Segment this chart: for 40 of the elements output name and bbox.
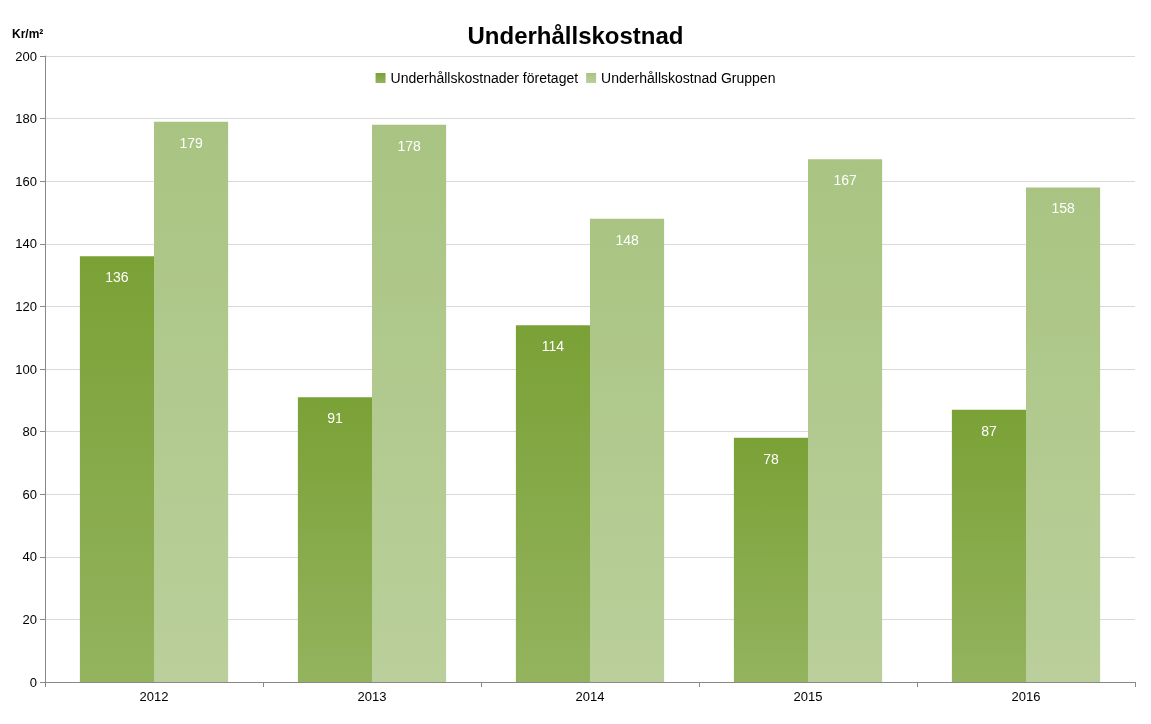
data-label: 91: [327, 410, 343, 427]
bar: [79, 256, 154, 682]
bar: [590, 218, 665, 682]
y-tick-label: 40: [22, 549, 37, 565]
legend-label: Underhållskostnad Gruppen: [601, 70, 776, 86]
data-label: 148: [615, 231, 639, 248]
y-tick-label: 20: [22, 611, 37, 627]
bar: [372, 124, 447, 682]
bar: [154, 121, 229, 682]
y-tick-label: 80: [22, 424, 37, 440]
data-label: 78: [763, 450, 779, 467]
bar: [1026, 187, 1101, 682]
data-label: 178: [397, 137, 421, 154]
y-tick-label: 0: [29, 674, 37, 690]
x-tick-label: 2013: [357, 689, 387, 704]
bar: [733, 437, 808, 682]
data-label: 136: [105, 269, 129, 286]
bar: [515, 325, 590, 682]
y-tick-label: 180: [15, 111, 37, 127]
legend-label: Underhållskostnader företaget: [390, 70, 579, 86]
x-tick-label: 2015: [793, 689, 823, 704]
data-label: 114: [541, 338, 565, 355]
x-tick-label: 2016: [1011, 689, 1041, 704]
bar: [808, 159, 883, 682]
data-label: 167: [833, 172, 857, 189]
bar: [297, 397, 372, 682]
data-label: 87: [981, 422, 997, 439]
y-tick-label: 60: [22, 486, 37, 502]
x-tick-label: 2014: [575, 689, 605, 704]
y-tick-label: 120: [15, 298, 37, 314]
y-tick-label: 140: [15, 236, 37, 252]
y-tick-label: 200: [15, 48, 37, 64]
y-axis-title: Kr/m²: [12, 27, 44, 41]
bar: [951, 409, 1026, 682]
y-tick-label: 160: [15, 173, 37, 189]
x-tick-label: 2012: [139, 689, 169, 704]
data-label: 179: [179, 134, 203, 151]
data-label: 158: [1051, 200, 1075, 217]
chart-title: Underhållskostnad: [467, 21, 684, 49]
y-tick-label: 100: [15, 361, 37, 377]
